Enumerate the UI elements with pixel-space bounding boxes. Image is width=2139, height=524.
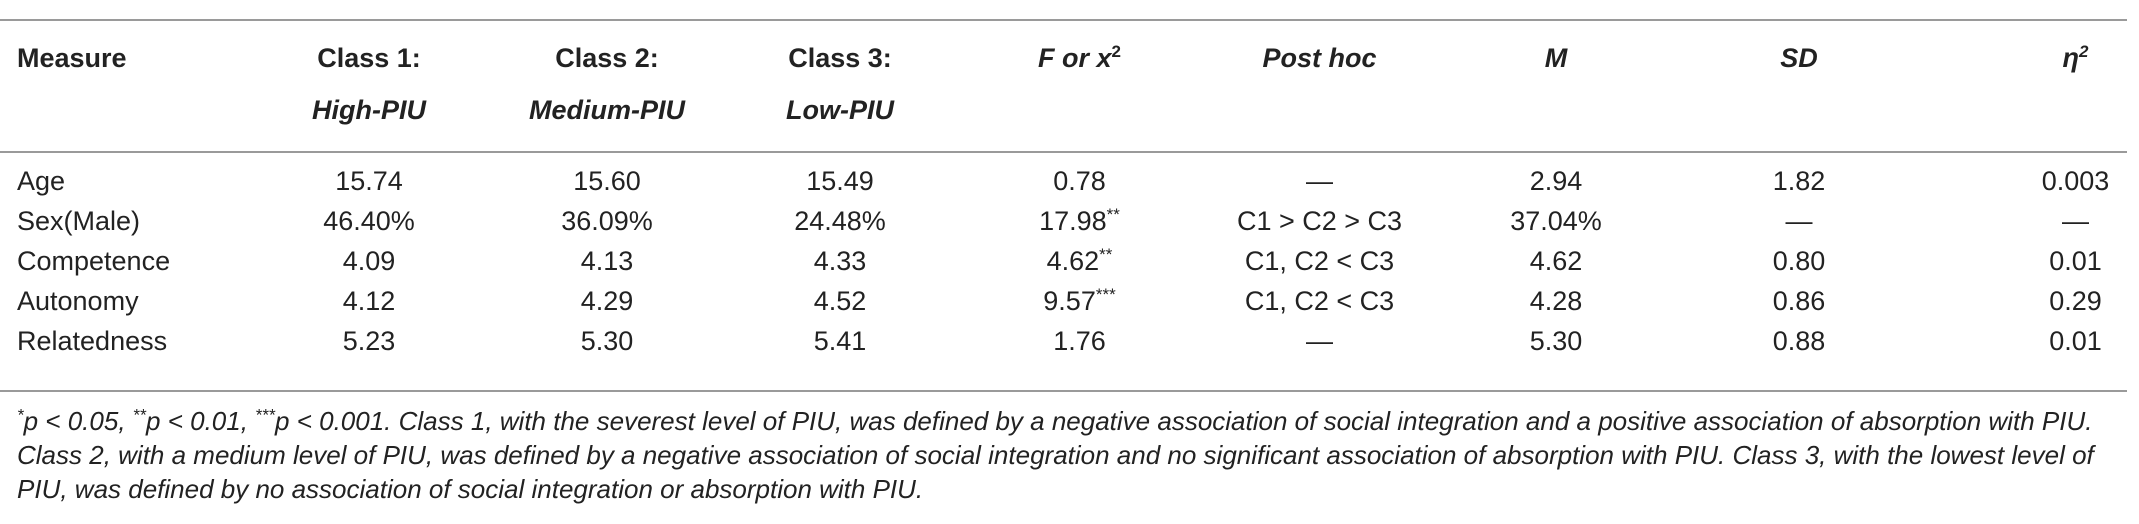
table-footnote: *p < 0.05, **p < 0.01, ***p < 0.001. Cla… (17, 404, 2117, 506)
cell-post-hoc: C1 > C2 > C3 (1236, 206, 1403, 236)
header-eta-sup: 2 (2079, 42, 2089, 61)
cell-f: 17.98** (958, 201, 1201, 241)
cell-measure: Relatedness (17, 326, 168, 356)
header-class-2-line2: Medium-PIU (528, 95, 685, 125)
header-class-2-line1: Class 2: (555, 43, 659, 73)
footnote-sig-3: *** (255, 405, 276, 425)
header-eta-squared: η2 (1924, 22, 2139, 151)
cell-class-1: 46.40% (323, 206, 415, 236)
cell-measure: Age (17, 166, 66, 196)
cell-sd: 0.88 (1772, 326, 1826, 356)
cell-class-3: 5.41 (813, 326, 867, 356)
header-row: Measure Class 1: High-PIU Class 2: Medium-… (0, 22, 2139, 151)
cell-f: 4.62** (958, 241, 1201, 281)
cell-f-value: 9.57 (1043, 286, 1096, 316)
cell-f-sig: ** (1099, 245, 1113, 264)
header-sd-label: SD (1780, 43, 1818, 73)
cell-f-value: 17.98 (1039, 206, 1107, 236)
table-row: Sex(Male) 46.40% 36.09% 24.48% 17.98** C… (0, 201, 2139, 241)
cell-post-hoc: — (1306, 326, 1333, 356)
cell-eta: 0.01 (2049, 246, 2102, 276)
cell-sd: 0.80 (1772, 246, 1826, 276)
cell-measure: Competence (17, 246, 171, 276)
cell-class-2: 4.13 (580, 246, 634, 276)
cell-f-value: 0.78 (1053, 166, 1106, 196)
cell-eta: 0.003 (2041, 166, 2110, 196)
cell-f: 0.78 (958, 151, 1201, 201)
cell-measure: Autonomy (17, 286, 139, 316)
cell-class-2: 4.29 (580, 286, 634, 316)
cell-class-1: 15.74 (335, 166, 403, 196)
cell-sd: 0.86 (1772, 286, 1826, 316)
header-f-or-x2: F or x2 (958, 22, 1201, 151)
header-post-hoc-label: Post hoc (1262, 43, 1377, 73)
header-sd: SD (1674, 22, 1924, 151)
footnote-sig-2: ** (132, 405, 147, 425)
cell-sd: — (1785, 206, 1813, 236)
cell-m: 2.94 (1529, 166, 1583, 196)
cell-m: 5.30 (1529, 326, 1583, 356)
table-row: Autonomy 4.12 4.29 4.52 9.57*** C1, C2 <… (0, 281, 2139, 321)
table-row: Age 15.74 15.60 15.49 0.78 — 2.94 1.82 0… (0, 151, 2139, 201)
header-class-1-line1: Class 1: (317, 43, 421, 73)
cell-class-3: 24.48% (794, 206, 886, 236)
top-rule (0, 19, 2127, 21)
cell-f-sig: *** (1095, 285, 1116, 304)
cell-class-3: 4.52 (813, 286, 867, 316)
cell-f-sig: ** (1106, 205, 1120, 224)
header-class-1: Class 1: High-PIU (246, 22, 492, 151)
cell-sd: 1.82 (1772, 166, 1826, 196)
cell-eta: — (2062, 206, 2089, 236)
header-m-label: M (1544, 43, 1568, 73)
cell-f-value: 4.62 (1046, 246, 1100, 276)
header-eta-label: η (2062, 43, 2080, 73)
results-table: Measure Class 1: High-PIU Class 2: Medium-… (0, 22, 2139, 361)
header-f-sup: 2 (1111, 42, 1121, 61)
cell-f: 1.76 (958, 321, 1201, 361)
footnote-text-2: p < 0.01, (146, 406, 256, 436)
header-class-2: Class 2: Medium-PIU (492, 22, 722, 151)
header-post-hoc: Post hoc (1201, 22, 1438, 151)
cell-class-3: 4.33 (813, 246, 867, 276)
footnote-text-1: p < 0.05, (23, 406, 133, 436)
cell-class-2: 5.30 (580, 326, 634, 356)
cell-post-hoc: — (1306, 166, 1333, 196)
cell-class-2: 36.09% (561, 206, 653, 236)
cell-class-3: 15.49 (806, 166, 874, 196)
cell-eta: 0.01 (2049, 326, 2102, 356)
cell-m: 4.62 (1529, 246, 1583, 276)
cell-post-hoc: C1, C2 < C3 (1244, 246, 1395, 276)
cell-class-1: 5.23 (342, 326, 396, 356)
cell-m: 37.04% (1510, 206, 1602, 236)
footnote-text-3: p < 0.001. Class 1, with the severest le… (17, 406, 2094, 504)
header-measure-label: Measure (17, 43, 127, 73)
cell-f-value: 1.76 (1053, 326, 1106, 356)
footnote-sig-1: * (17, 405, 24, 425)
table-row: Relatedness 5.23 5.30 5.41 1.76 — 5.30 0… (0, 321, 2139, 361)
header-class-3: Class 3: Low-PIU (722, 22, 958, 151)
header-class-3-line2: Low-PIU (786, 95, 894, 125)
header-f-label: F or x (1038, 43, 1112, 73)
header-rule (0, 151, 2127, 153)
header-class-1-line2: High-PIU (312, 95, 426, 125)
table-row: Competence 4.09 4.13 4.33 4.62** C1, C2 … (0, 241, 2139, 281)
cell-f: 9.57*** (958, 281, 1201, 321)
cell-class-1: 4.12 (342, 286, 396, 316)
header-measure: Measure (0, 22, 246, 151)
cell-class-1: 4.09 (342, 246, 396, 276)
cell-eta: 0.29 (2049, 286, 2102, 316)
cell-class-2: 15.60 (573, 166, 641, 196)
cell-measure: Sex(Male) (17, 206, 141, 236)
cell-m: 4.28 (1529, 286, 1583, 316)
header-class-3-line1: Class 3: (788, 43, 892, 73)
header-m: M (1438, 22, 1674, 151)
bottom-rule (0, 390, 2127, 392)
cell-post-hoc: C1, C2 < C3 (1244, 286, 1395, 316)
